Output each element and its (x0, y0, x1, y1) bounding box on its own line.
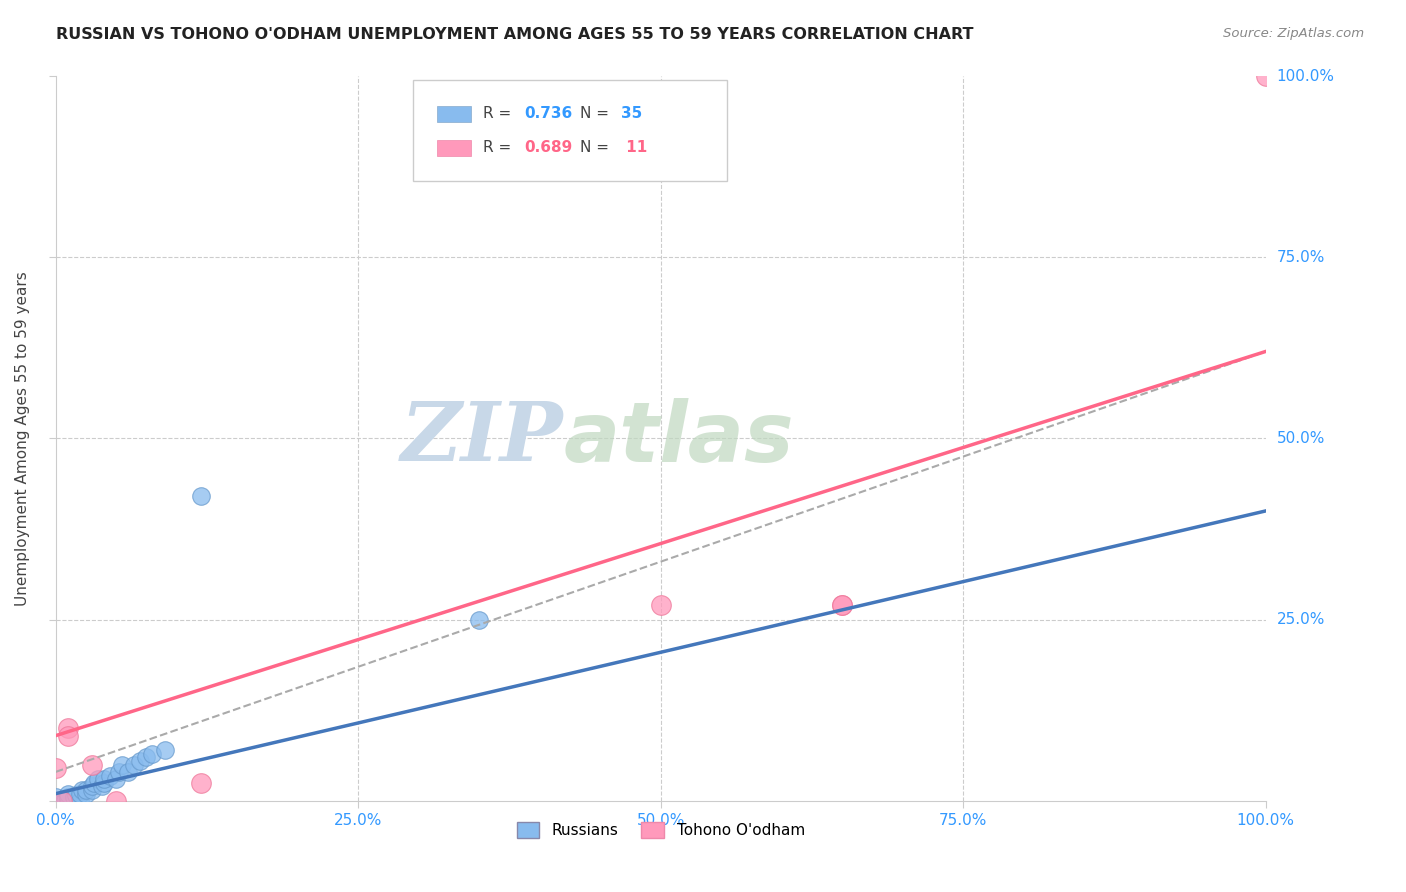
Point (45, 794, 67, 808)
Point (45, 794, 67, 808)
Point (107, 764, 129, 779)
Text: 35: 35 (620, 106, 643, 121)
Text: 0.689: 0.689 (524, 140, 572, 155)
Point (83, 776, 105, 790)
FancyBboxPatch shape (437, 106, 471, 121)
FancyBboxPatch shape (437, 140, 471, 156)
Point (72, 783, 94, 797)
Point (80, 780, 103, 794)
Point (53, 794, 76, 808)
Point (153, 743, 176, 757)
Text: N =: N = (579, 106, 613, 121)
Point (56, 722, 79, 736)
Point (98, 768, 121, 782)
Text: Source: ZipAtlas.com: Source: ZipAtlas.com (1223, 27, 1364, 40)
Point (93, 776, 115, 790)
Point (124, 757, 146, 772)
Point (831, 598, 853, 612)
Point (87, 772, 110, 786)
FancyBboxPatch shape (412, 79, 727, 181)
Point (1254, 69, 1277, 83)
Point (69, 787, 91, 801)
Legend: Russians, Tohono O'odham: Russians, Tohono O'odham (510, 816, 811, 844)
Point (45, 761, 67, 775)
Point (53, 794, 76, 808)
Point (69, 794, 91, 808)
Text: 25.0%: 25.0% (1277, 612, 1324, 627)
Point (56, 729, 79, 743)
Point (75, 783, 97, 797)
Point (90, 780, 112, 794)
Text: ZIP: ZIP (401, 399, 564, 478)
Point (141, 747, 163, 761)
Text: 50.0%: 50.0% (1277, 431, 1324, 446)
Text: RUSSIAN VS TOHONO O'ODHAM UNEMPLOYMENT AMONG AGES 55 TO 59 YEARS CORRELATION CHA: RUSSIAN VS TOHONO O'ODHAM UNEMPLOYMENT A… (56, 27, 974, 42)
Point (56, 794, 79, 808)
Text: R =: R = (482, 106, 516, 121)
Point (56, 787, 79, 801)
Point (51, 794, 73, 808)
Text: N =: N = (579, 140, 613, 155)
Point (80, 783, 103, 797)
Text: 11: 11 (620, 140, 647, 155)
Point (75, 787, 97, 801)
Point (63, 790, 86, 805)
Point (105, 772, 128, 786)
Point (80, 757, 103, 772)
Point (190, 490, 212, 504)
Text: atlas: atlas (564, 398, 794, 479)
Text: R =: R = (482, 140, 516, 155)
Point (45, 790, 67, 805)
Text: 100.0%: 100.0% (1277, 69, 1334, 84)
Y-axis label: Unemployment Among Ages 55 to 59 years: Unemployment Among Ages 55 to 59 years (15, 271, 30, 606)
Text: 0.736: 0.736 (524, 106, 572, 121)
Point (111, 757, 134, 772)
Point (117, 764, 139, 779)
Point (135, 750, 157, 764)
Point (650, 598, 672, 612)
Point (105, 794, 128, 808)
Text: 75.0%: 75.0% (1277, 250, 1324, 265)
Point (65, 788, 87, 802)
Point (56, 790, 79, 805)
Point (190, 776, 212, 790)
Point (93, 772, 115, 786)
Point (129, 754, 152, 768)
Point (831, 598, 853, 612)
Point (468, 613, 491, 627)
Point (51, 794, 73, 808)
